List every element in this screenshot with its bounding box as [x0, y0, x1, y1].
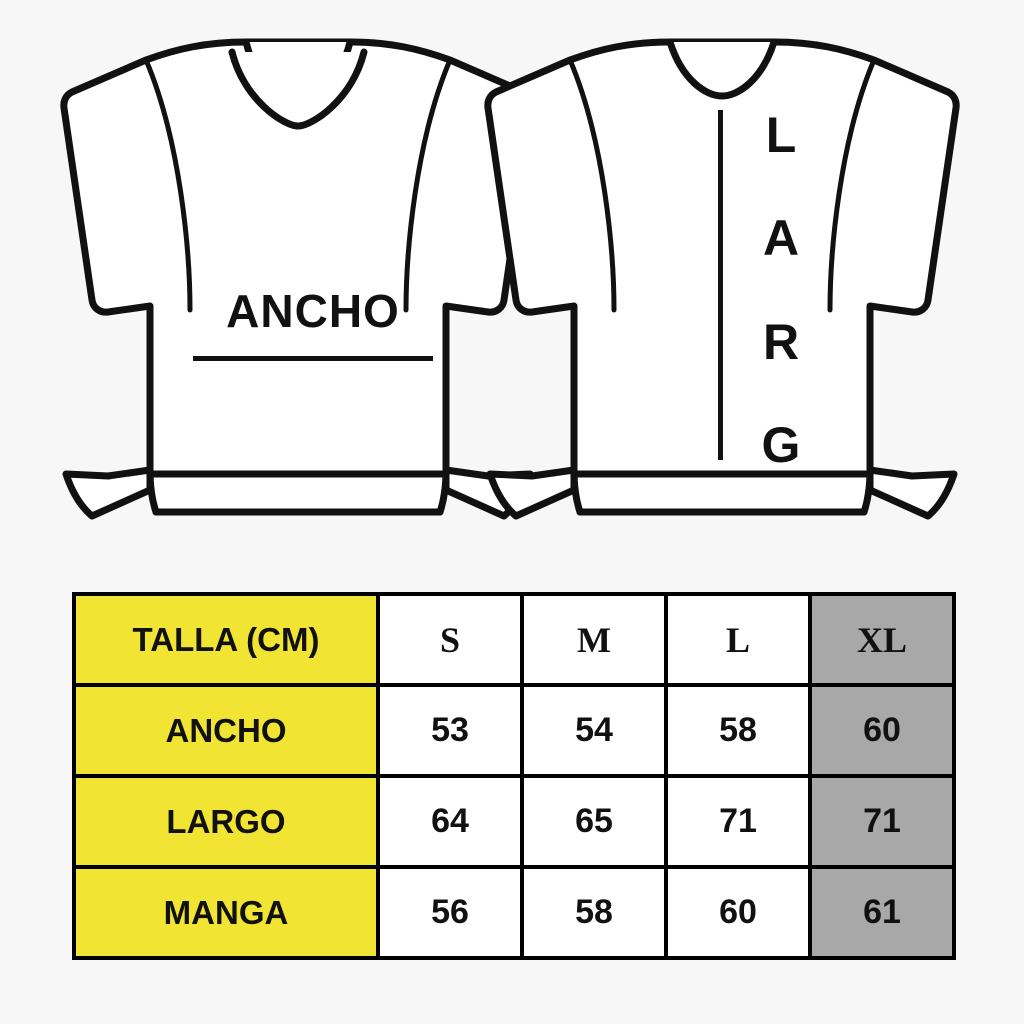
cell-largo-s: 64: [376, 774, 524, 869]
width-measurement-label: ANCHO: [193, 288, 433, 361]
width-label-text: ANCHO: [226, 285, 400, 337]
table-row: MANGA 56 58 60 61: [72, 865, 956, 960]
header-cell-xl: XL: [808, 592, 956, 687]
row-label-largo: LARGO: [72, 774, 380, 869]
length-measurement-label: L A R G: [718, 107, 836, 473]
cell-manga-l: 60: [664, 865, 812, 960]
cell-manga-xl: 61: [808, 865, 956, 960]
length-letter-1: L: [765, 107, 797, 163]
cell-ancho-s: 53: [376, 683, 524, 778]
cell-ancho-xl: 60: [808, 683, 956, 778]
cell-manga-s: 56: [376, 865, 524, 960]
width-measurement-line: [193, 356, 433, 361]
table-row: LARGO 64 65 71 71: [72, 774, 956, 869]
length-letter-2: A: [762, 210, 800, 267]
cell-ancho-l: 58: [664, 683, 812, 778]
header-cell-m: M: [520, 592, 668, 687]
cell-largo-l: 71: [664, 774, 812, 869]
size-table: TALLA (CM) S M L XL ANCHO 53 54 58 60 LA…: [72, 592, 956, 960]
header-cell-talla: TALLA (CM): [72, 592, 380, 687]
row-label-ancho: ANCHO: [72, 683, 380, 778]
header-cell-l: L: [664, 592, 812, 687]
table-row: ANCHO 53 54 58 60: [72, 683, 956, 778]
garment-illustration: [60, 38, 960, 520]
length-letter-3: R: [762, 313, 800, 370]
header-cell-s: S: [376, 592, 524, 687]
table-header-row: TALLA (CM) S M L XL: [72, 592, 956, 687]
cell-ancho-m: 54: [520, 683, 668, 778]
cell-manga-m: 58: [520, 865, 668, 960]
length-measurement-line: [718, 110, 723, 460]
row-label-manga: MANGA: [72, 865, 380, 960]
length-letter-4: G: [761, 416, 801, 473]
cell-largo-xl: 71: [808, 774, 956, 869]
cell-largo-m: 65: [520, 774, 668, 869]
